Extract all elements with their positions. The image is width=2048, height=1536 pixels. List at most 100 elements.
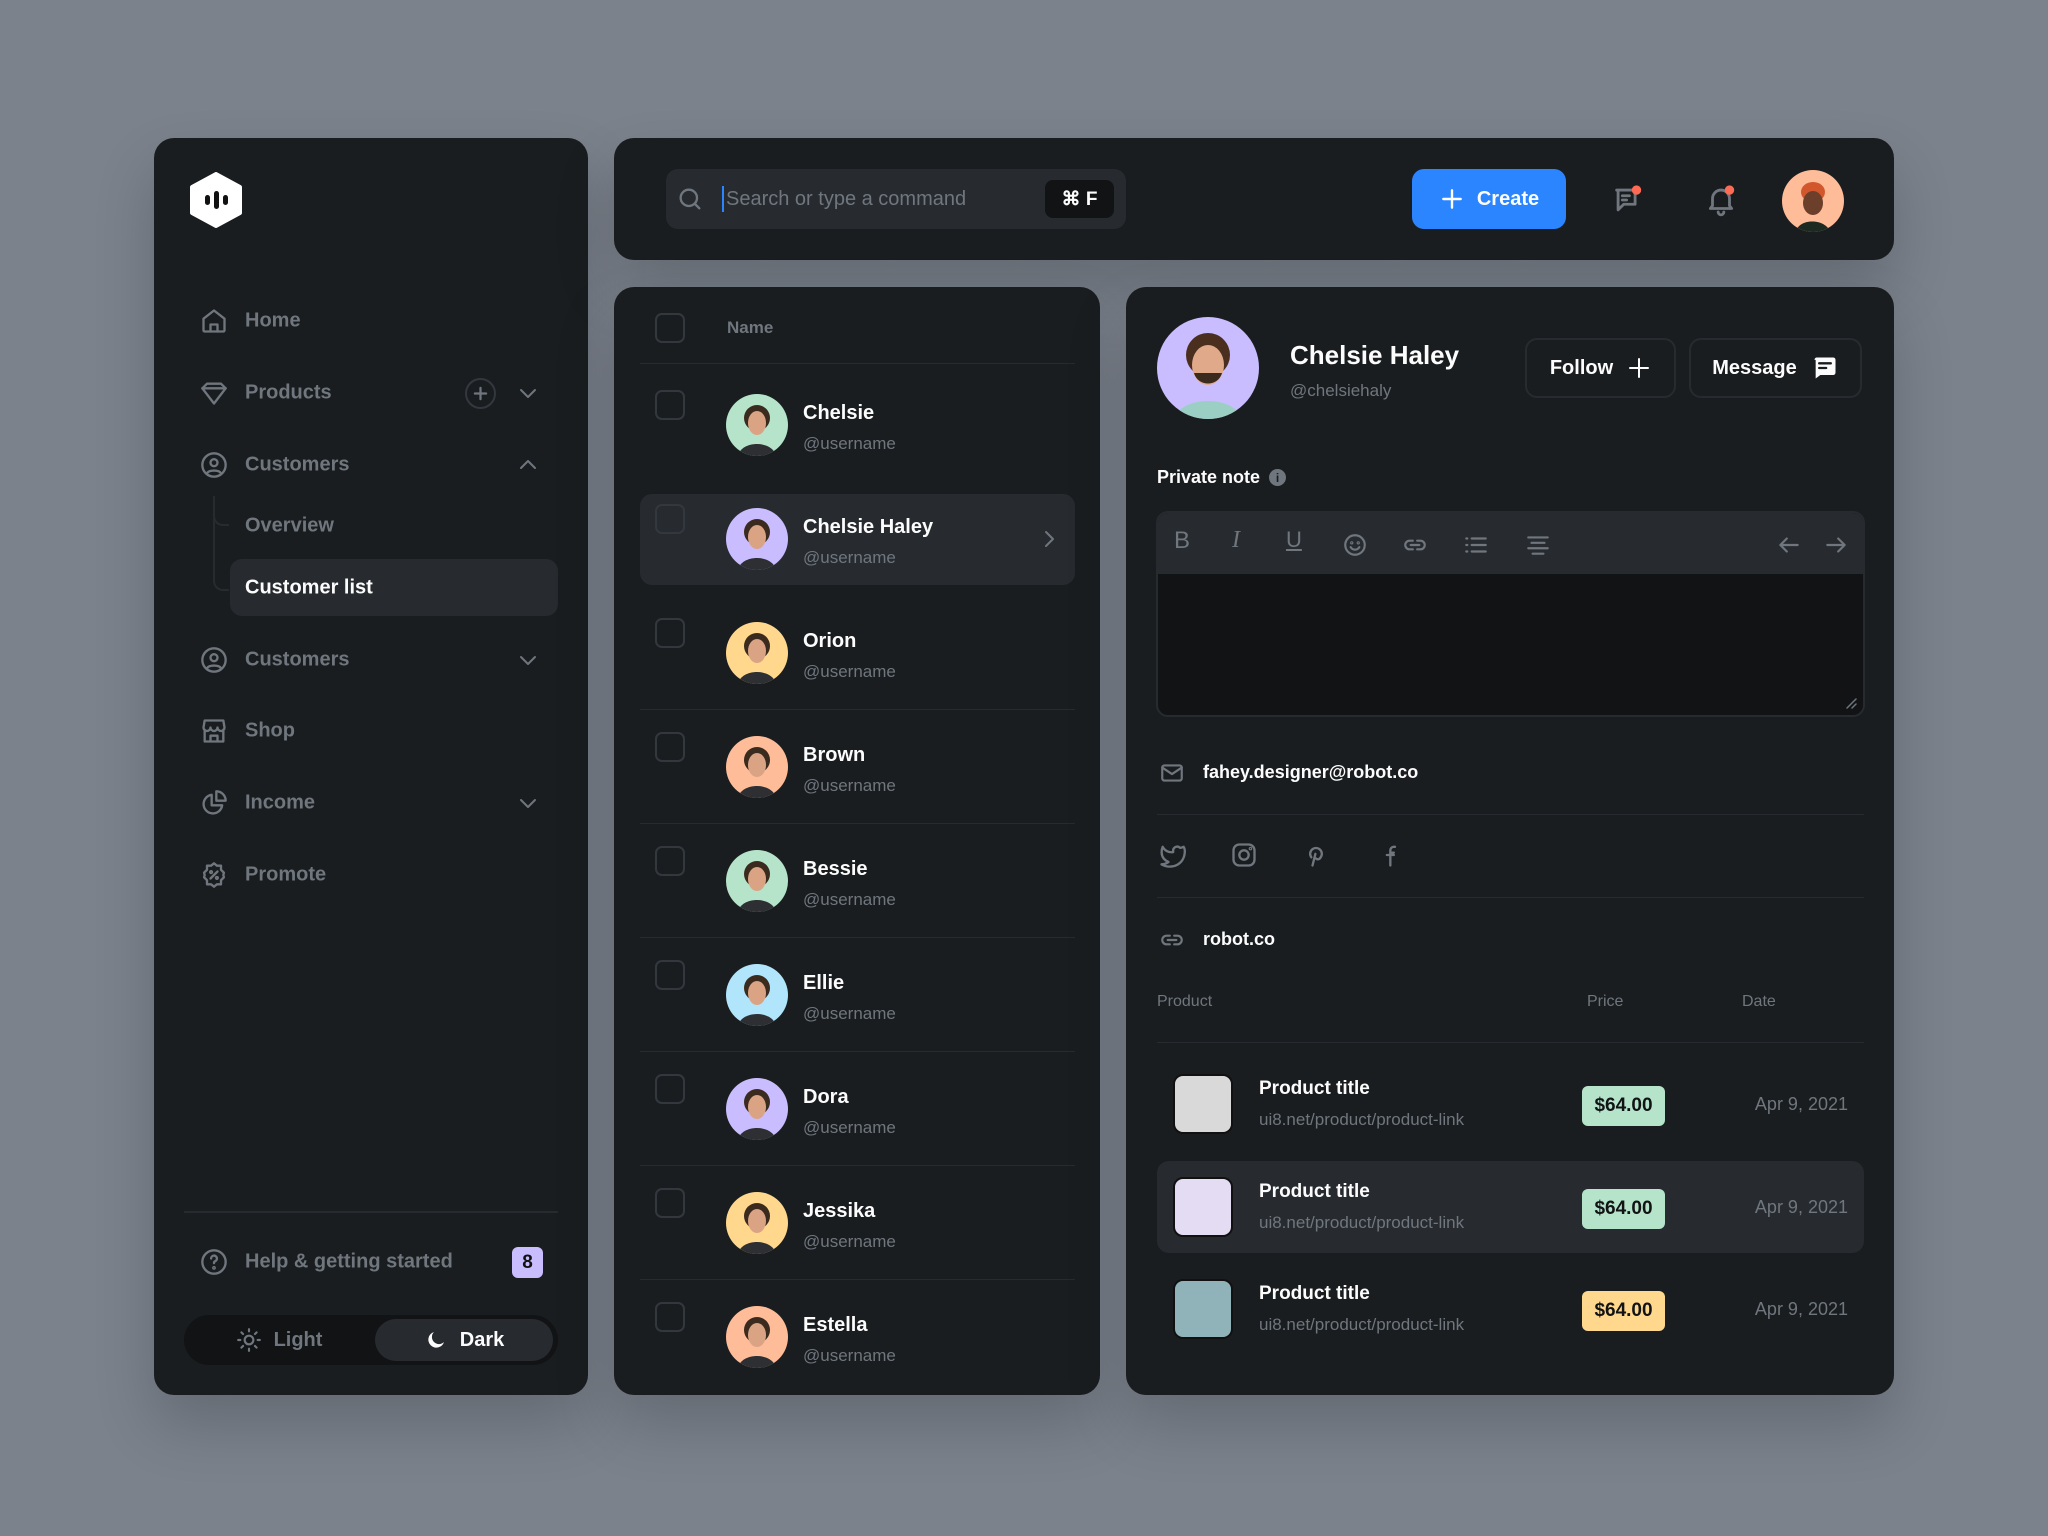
chevron-right-icon[interactable] <box>1037 527 1061 551</box>
search-icon <box>676 185 704 213</box>
notifications-icon[interactable] <box>1704 183 1738 217</box>
sidebar-item-label: Promote <box>245 863 327 886</box>
user-circle-icon <box>200 451 228 479</box>
info-icon[interactable]: i <box>1269 469 1286 486</box>
list-icon[interactable] <box>1462 532 1490 558</box>
sidebar-item-overview[interactable]: Overview <box>245 514 334 537</box>
resize-handle[interactable] <box>1843 695 1857 709</box>
row-checkbox[interactable] <box>655 504 685 534</box>
email-icon <box>1158 760 1186 786</box>
profile-name: Chelsie Haley <box>1290 340 1460 370</box>
customer-avatar <box>726 1192 788 1254</box>
chevron-down-icon[interactable] <box>516 791 540 815</box>
italic-icon[interactable]: I <box>1232 527 1240 553</box>
row-checkbox[interactable] <box>655 1188 685 1218</box>
row-checkbox[interactable] <box>655 846 685 876</box>
product-date: Apr 9, 2021 <box>1754 1197 1848 1217</box>
website-link[interactable]: robot.co <box>1203 929 1275 949</box>
align-center-icon[interactable] <box>1524 532 1552 558</box>
customer-row[interactable]: Chelsie @username <box>640 368 1075 482</box>
product-link[interactable]: ui8.net/product/product-link <box>1259 1213 1465 1232</box>
product-date: Apr 9, 2021 <box>1754 1094 1848 1114</box>
customer-row[interactable]: Chelsie Haley @username <box>640 494 1075 585</box>
logo[interactable] <box>189 172 243 228</box>
product-row[interactable]: Product title ui8.net/product/product-lin… <box>1157 1058 1864 1150</box>
topbar: ⌘ F input::placeholder{color:#6f767e} Cr… <box>614 138 1894 260</box>
message-label: Message <box>1712 356 1797 379</box>
messages-icon[interactable] <box>1611 183 1645 217</box>
theme-dark-option[interactable]: Dark <box>375 1319 553 1361</box>
theme-toggle[interactable]: Light Dark <box>184 1315 558 1365</box>
customer-row[interactable]: Brown @username <box>640 710 1075 824</box>
customer-handle: @username <box>803 1232 896 1251</box>
product-thumbnail <box>1173 1074 1233 1134</box>
row-checkbox[interactable] <box>655 618 685 648</box>
customer-avatar <box>726 1306 788 1368</box>
user-avatar[interactable] <box>1782 170 1844 232</box>
link-icon <box>1158 927 1186 953</box>
search-bar[interactable]: ⌘ F <box>666 169 1126 229</box>
customer-avatar <box>726 964 788 1026</box>
select-all-checkbox[interactable] <box>655 313 685 343</box>
product-title: Product title <box>1259 1181 1370 1202</box>
row-checkbox[interactable] <box>655 960 685 990</box>
undo-icon[interactable] <box>1775 532 1803 558</box>
pinterest-icon[interactable] <box>1301 841 1331 869</box>
customer-row[interactable]: Estella @username <box>640 1280 1075 1394</box>
product-link[interactable]: ui8.net/product/product-link <box>1259 1315 1465 1334</box>
instagram-icon[interactable] <box>1229 841 1259 869</box>
customer-row[interactable]: Orion @username <box>640 596 1075 710</box>
customer-handle: @username <box>803 1346 896 1365</box>
chevron-up-icon[interactable] <box>516 453 540 477</box>
column-header-name: Name <box>727 318 774 337</box>
message-button[interactable]: Message <box>1689 338 1862 398</box>
column-header-price: Price <box>1587 993 1624 1010</box>
underline-icon[interactable]: U <box>1286 527 1302 552</box>
chevron-down-icon[interactable] <box>516 648 540 672</box>
customer-handle: @username <box>803 434 896 453</box>
customer-name: Estella <box>803 1314 868 1336</box>
product-row[interactable]: Product title ui8.net/product/product-lin… <box>1157 1161 1864 1253</box>
emoji-icon[interactable] <box>1342 532 1368 558</box>
pie-chart-icon <box>200 789 228 817</box>
follow-label: Follow <box>1549 356 1614 379</box>
follow-button[interactable]: Follow <box>1525 338 1676 398</box>
customer-name: Chelsie <box>803 402 875 424</box>
note-textarea[interactable] <box>1158 574 1863 715</box>
column-header-product: Product <box>1157 993 1213 1010</box>
customer-row[interactable]: Ellie @username <box>640 938 1075 1052</box>
chevron-down-icon[interactable] <box>516 381 540 405</box>
discount-icon <box>200 861 228 889</box>
customer-avatar <box>726 394 788 456</box>
customer-row[interactable]: Bessie @username <box>640 824 1075 938</box>
add-product-button[interactable] <box>465 378 496 409</box>
sidebar-item-label: Shop <box>245 719 295 742</box>
link-icon[interactable] <box>1401 532 1429 558</box>
facebook-icon[interactable] <box>1373 841 1403 869</box>
create-label: Create <box>1476 187 1540 210</box>
chat-icon <box>1811 354 1839 382</box>
redo-icon[interactable] <box>1822 532 1850 558</box>
twitter-icon[interactable] <box>1157 841 1187 869</box>
row-checkbox[interactable] <box>655 1302 685 1332</box>
row-checkbox[interactable] <box>655 732 685 762</box>
tree-branch <box>213 508 229 526</box>
customer-row[interactable]: Jessika @username <box>640 1166 1075 1280</box>
customer-name: Chelsie Haley <box>803 516 934 538</box>
product-row[interactable]: Product title ui8.net/product/product-lin… <box>1157 1263 1864 1355</box>
theme-dark-label: Dark <box>459 1328 505 1351</box>
customer-handle: @username <box>803 890 896 909</box>
row-checkbox[interactable] <box>655 390 685 420</box>
divider <box>184 1211 558 1213</box>
bold-icon[interactable]: B <box>1174 527 1191 554</box>
create-button[interactable]: Create <box>1412 169 1566 229</box>
customer-row[interactable]: Dora @username <box>640 1052 1075 1166</box>
sidebar-item-customer-list[interactable]: Customer list <box>230 559 558 616</box>
row-checkbox[interactable] <box>655 1074 685 1104</box>
theme-light-option[interactable]: Light <box>184 1315 374 1365</box>
email-link[interactable]: fahey.designer@robot.co <box>1203 762 1419 782</box>
price-badge: $64.00 <box>1582 1086 1665 1126</box>
product-link[interactable]: ui8.net/product/product-link <box>1259 1110 1465 1129</box>
note-editor: B I U <box>1156 511 1865 717</box>
search-input[interactable] <box>726 183 1026 215</box>
